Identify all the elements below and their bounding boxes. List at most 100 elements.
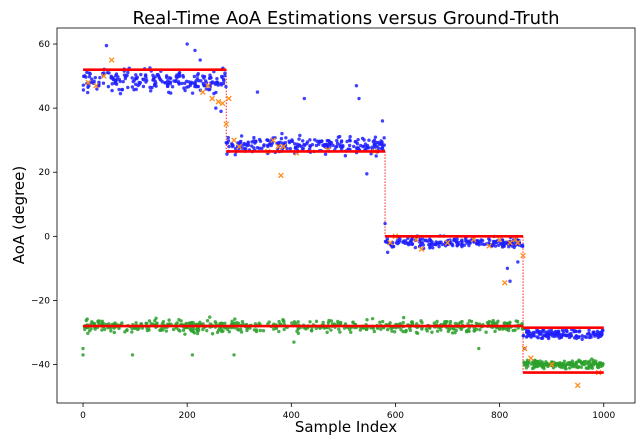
- green-estimate-point: [442, 322, 447, 326]
- green-estimate-point: [493, 329, 497, 334]
- green-estimate-point: [435, 329, 440, 333]
- blue-estimate-point: [580, 337, 584, 341]
- blue-estimate-point: [254, 140, 258, 144]
- blue-estimate-point: [410, 237, 414, 242]
- green-estimate-point: [576, 365, 580, 370]
- blue-estimate-point: [130, 85, 135, 89]
- green-estimate-point: [598, 361, 603, 365]
- green-estimate-point: [213, 320, 217, 324]
- blue-estimate-point: [110, 82, 114, 86]
- blue-estimate-point: [214, 106, 218, 110]
- blue-estimate-point: [419, 241, 424, 246]
- green-estimate-point: [181, 328, 186, 332]
- blue-estimate-point: [262, 143, 266, 147]
- green-estimate-point: [478, 327, 482, 332]
- blue-estimate-point: [237, 141, 241, 146]
- blue-estimate-point: [479, 238, 483, 242]
- blue-estimate-point: [126, 85, 130, 90]
- green-estimate-point: [134, 321, 138, 325]
- blue-estimate-point: [352, 144, 356, 149]
- blue-estimate-point: [174, 74, 178, 79]
- blue-estimate-point: [114, 77, 119, 82]
- blue-estimate-point: [587, 332, 591, 336]
- y-tick-label: 0: [44, 232, 50, 242]
- x-axis-ticks: 0 200 400 600 800 1000: [80, 403, 615, 421]
- blue-estimate-point: [255, 146, 260, 150]
- blue-estimate-point: [194, 79, 198, 83]
- green-estimate-point: [329, 319, 334, 323]
- blue-estimate-point: [587, 328, 591, 332]
- green-estimate-point: [590, 366, 595, 370]
- green-estimate-point: [230, 319, 234, 323]
- x-tick-label: 0: [80, 411, 86, 421]
- green-estimate-point: [281, 319, 286, 323]
- orange-x-marker: [223, 121, 230, 128]
- plot-frame: [56, 27, 636, 404]
- green-estimate-point: [220, 321, 224, 326]
- green-estimate-point: [257, 321, 261, 325]
- green-estimate-point: [292, 340, 296, 344]
- green-estimate-point: [85, 317, 89, 321]
- blue-estimate-point: [246, 140, 250, 144]
- blue-estimate-point: [219, 109, 223, 114]
- blue-estimate-point: [583, 334, 587, 339]
- blue-estimate-point: [151, 78, 155, 82]
- blue-estimate-point: [292, 142, 297, 146]
- blue-estimate-point: [167, 76, 172, 80]
- blue-estimate-point: [421, 237, 425, 241]
- green-estimate-point: [337, 327, 341, 331]
- blue-estimate-point: [339, 140, 344, 144]
- blue-estimate-point: [547, 329, 551, 333]
- blue-estimate-point: [134, 76, 139, 81]
- blue-estimate-point: [380, 119, 385, 123]
- blue-estimate-point: [85, 90, 90, 95]
- green-estimate-point: [527, 359, 531, 364]
- blue-estimate-point: [452, 237, 456, 242]
- green-estimate-point: [487, 319, 492, 324]
- blue-estimate-point: [428, 246, 432, 250]
- blue-estimate-point: [450, 242, 454, 246]
- green-estimate-point: [195, 327, 199, 332]
- green-estimate-point: [132, 326, 137, 330]
- blue-estimate-point: [397, 239, 402, 243]
- blue-estimate-point: [383, 239, 388, 244]
- orange-x-marker: [275, 143, 282, 150]
- blue-estimate-point: [354, 83, 359, 88]
- blue-estimate-point: [194, 84, 198, 88]
- blue-estimate-point: [288, 147, 293, 151]
- green-estimate-point: [587, 366, 591, 370]
- green-estimate-point: [338, 330, 342, 334]
- blue-estimate-point: [560, 328, 565, 332]
- blue-estimate-point: [279, 136, 284, 141]
- green-estimate-point: [600, 363, 605, 368]
- blue-estimate-point: [353, 139, 357, 144]
- blue-estimate-point: [569, 334, 573, 338]
- green-estimate-point: [477, 346, 481, 351]
- blue-estimate-point: [221, 77, 226, 82]
- blue-estimate-point: [154, 84, 158, 88]
- blue-estimate-point: [443, 244, 448, 248]
- green-estimate-point: [147, 319, 152, 323]
- blue-estimate-point: [356, 146, 360, 150]
- blue-estimate-point: [380, 147, 384, 151]
- blue-estimate-point: [114, 74, 118, 78]
- blue-estimate-point: [356, 137, 360, 142]
- green-estimate-point: [424, 327, 429, 331]
- blue-estimate-point: [544, 330, 548, 334]
- green-estimate-point: [155, 321, 159, 325]
- blue-estimate-point: [578, 329, 582, 333]
- green-estimate-point: [208, 322, 212, 326]
- blue-estimate-point: [148, 89, 153, 93]
- orange-x-marker: [278, 172, 284, 179]
- blue-estimate-point: [574, 329, 579, 334]
- blue-estimate-point: [507, 245, 511, 249]
- green-estimate-point: [448, 319, 453, 324]
- blue-estimate-point: [181, 75, 186, 79]
- green-estimate-point: [365, 318, 369, 322]
- blue-estimate-point: [203, 83, 207, 88]
- green-estimate-point: [227, 330, 231, 334]
- blue-estimate-point: [377, 146, 381, 150]
- blue-estimate-point: [137, 82, 142, 86]
- blue-estimate-point: [265, 143, 270, 147]
- blue-estimate-point: [369, 151, 373, 156]
